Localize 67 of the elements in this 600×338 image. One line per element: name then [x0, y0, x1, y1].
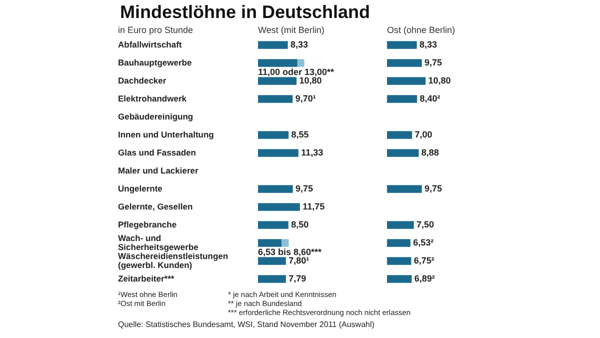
data-label: 9,75	[424, 183, 442, 194]
y-tick-label: Ungelernte	[118, 183, 163, 194]
data-label: 6,89²	[414, 273, 435, 284]
bar	[387, 131, 412, 139]
bar	[258, 149, 298, 157]
bar	[387, 221, 414, 229]
bar	[387, 257, 412, 265]
y-tick-label: Wach- und Sicherheitsgewerbe	[118, 232, 199, 252]
y-tick-label: Gebäudereinigung	[118, 111, 194, 122]
data-label: 7,50	[416, 219, 434, 230]
y-tick-label: Pflegebranche	[118, 219, 177, 230]
data-label: 10,80	[299, 75, 322, 86]
bar	[387, 239, 410, 247]
bar	[387, 275, 412, 283]
data-label: 10,80	[428, 75, 451, 86]
bar	[387, 185, 422, 193]
data-label: 8,50	[291, 219, 309, 230]
chart-subtitle: West (mit Berlin)	[258, 24, 324, 36]
data-label: 11,75	[302, 201, 325, 212]
data-label: 9,75	[296, 183, 314, 194]
y-tick-label: Elektrohandwerk	[118, 93, 187, 104]
data-label: 8,40²	[420, 93, 440, 104]
bar	[387, 41, 417, 49]
y-tick-label: Bauhauptgewerbe	[118, 57, 192, 68]
data-label: 9,75	[424, 57, 442, 68]
bar	[258, 41, 288, 49]
chart-title: Mindestlöhne in Deutschland	[120, 2, 372, 23]
bar	[387, 149, 419, 157]
bar	[387, 77, 426, 85]
data-label: 11,33	[301, 147, 324, 158]
bar	[280, 239, 289, 247]
data-label: 7,80¹	[288, 255, 310, 266]
data-label: 6,53 bis 8,60***	[258, 246, 322, 257]
bar	[258, 203, 300, 211]
data-label: 8,33	[290, 39, 308, 50]
bar	[258, 257, 286, 265]
data-label: 8,88	[421, 147, 439, 158]
bar	[387, 95, 418, 103]
bar	[258, 95, 293, 103]
data-label: 9,70¹	[295, 93, 316, 104]
bar	[258, 221, 288, 229]
y-axis-title: in Euro pro Stunde	[118, 24, 194, 36]
data-label: 11,00 oder 13,00**	[258, 66, 335, 77]
source-note: Quelle: Statistisches Bundesamt, WSI, Stand November 2011 (Auswahl)	[118, 320, 376, 329]
bar	[296, 59, 304, 67]
bar	[258, 131, 289, 139]
data-label: 7,00	[414, 129, 432, 140]
y-tick-label: Abfallwirtschaft	[118, 39, 182, 50]
y-tick-label: Innen und Unterhaltung	[118, 129, 214, 140]
bar	[258, 185, 293, 193]
bar	[387, 59, 422, 67]
data-label: 6,53²	[413, 237, 434, 248]
bar	[258, 275, 286, 283]
y-tick-label: Glas und Fassaden	[118, 147, 196, 158]
y-tick-label: Zeitarbeiter***	[118, 273, 175, 284]
data-label: 8,33	[419, 39, 438, 50]
y-tick-label: Wäschereidienstleistungen (gewerbl. Kunden)	[118, 250, 228, 270]
chart-subtitle: Ost (ohne Berlin)	[387, 24, 456, 36]
data-label: 6,75²	[414, 255, 434, 266]
y-tick-label: Maler und Lackierer	[118, 165, 199, 176]
y-tick-label: Gelernte, Gesellen	[118, 201, 193, 212]
data-label: 7,79	[288, 273, 306, 284]
bar	[258, 77, 297, 85]
y-tick-label: Dachdecker	[118, 75, 167, 86]
data-label: 8,55	[291, 129, 309, 140]
bar	[258, 239, 282, 247]
bar	[258, 59, 298, 67]
